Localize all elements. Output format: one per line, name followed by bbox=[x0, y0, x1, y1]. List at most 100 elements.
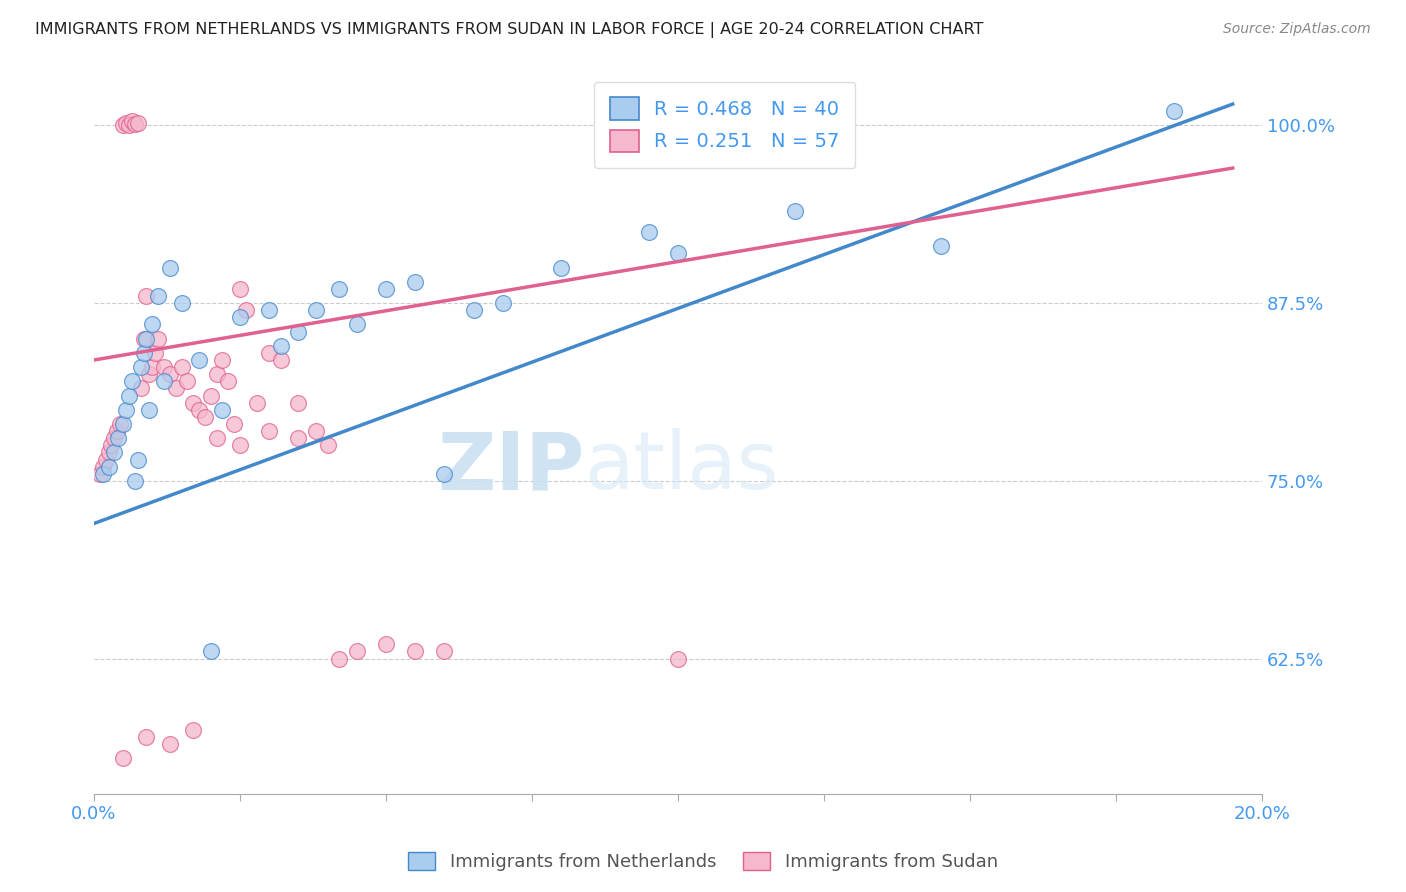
Point bbox=[229, 282, 252, 296]
Point bbox=[121, 114, 143, 128]
Point bbox=[138, 402, 160, 417]
Point bbox=[100, 438, 122, 452]
Point bbox=[91, 467, 114, 481]
Text: Source: ZipAtlas.com: Source: ZipAtlas.com bbox=[1223, 22, 1371, 37]
Point bbox=[112, 417, 135, 431]
Point bbox=[1163, 104, 1185, 119]
Point bbox=[105, 424, 128, 438]
Point bbox=[159, 737, 181, 751]
Point bbox=[132, 332, 155, 346]
Point bbox=[159, 260, 181, 275]
Legend: Immigrants from Netherlands, Immigrants from Sudan: Immigrants from Netherlands, Immigrants … bbox=[401, 845, 1005, 879]
Text: atlas: atlas bbox=[585, 428, 779, 507]
Point bbox=[135, 730, 157, 744]
Point bbox=[222, 417, 245, 431]
Point bbox=[118, 388, 141, 402]
Point bbox=[153, 360, 176, 375]
Point bbox=[143, 346, 166, 360]
Point bbox=[112, 119, 135, 133]
Point bbox=[211, 353, 233, 368]
Point bbox=[374, 282, 396, 296]
Point bbox=[328, 651, 350, 665]
Point bbox=[176, 375, 198, 389]
Point bbox=[229, 310, 252, 325]
Point bbox=[246, 395, 269, 409]
Point bbox=[124, 474, 146, 488]
Point bbox=[550, 260, 572, 275]
Point bbox=[188, 353, 211, 368]
Point bbox=[346, 644, 368, 658]
Point bbox=[135, 289, 157, 303]
Point bbox=[463, 303, 485, 318]
Point bbox=[153, 375, 176, 389]
Point bbox=[637, 225, 659, 239]
Point bbox=[287, 325, 309, 339]
Point bbox=[404, 275, 426, 289]
Point bbox=[257, 303, 280, 318]
Point bbox=[118, 119, 141, 133]
Point bbox=[200, 388, 222, 402]
Point bbox=[666, 651, 689, 665]
Point bbox=[159, 368, 181, 382]
Point bbox=[141, 318, 163, 332]
Point bbox=[404, 644, 426, 658]
Point bbox=[135, 332, 157, 346]
Point bbox=[170, 296, 193, 310]
Point bbox=[141, 360, 163, 375]
Point bbox=[374, 637, 396, 651]
Point bbox=[115, 402, 138, 417]
Point bbox=[229, 438, 252, 452]
Point bbox=[433, 644, 456, 658]
Point bbox=[666, 246, 689, 260]
Point bbox=[115, 115, 138, 129]
Point bbox=[257, 346, 280, 360]
Point bbox=[316, 438, 339, 452]
Point bbox=[94, 452, 117, 467]
Point bbox=[783, 203, 806, 218]
Point bbox=[492, 296, 515, 310]
Point bbox=[188, 402, 211, 417]
Point bbox=[235, 303, 257, 318]
Point bbox=[103, 445, 125, 459]
Point bbox=[146, 332, 169, 346]
Point bbox=[270, 339, 292, 353]
Point bbox=[257, 424, 280, 438]
Point bbox=[132, 346, 155, 360]
Point bbox=[129, 381, 152, 395]
Point bbox=[205, 431, 228, 445]
Point bbox=[97, 459, 120, 474]
Point bbox=[328, 282, 350, 296]
Point bbox=[91, 459, 114, 474]
Point bbox=[205, 368, 228, 382]
Point bbox=[287, 431, 309, 445]
Point bbox=[112, 751, 135, 765]
Point bbox=[108, 417, 131, 431]
Text: ZIP: ZIP bbox=[437, 428, 585, 507]
Point bbox=[107, 431, 129, 445]
Point bbox=[165, 381, 187, 395]
Point bbox=[97, 445, 120, 459]
Point bbox=[129, 360, 152, 375]
Text: IMMIGRANTS FROM NETHERLANDS VS IMMIGRANTS FROM SUDAN IN LABOR FORCE | AGE 20-24 : IMMIGRANTS FROM NETHERLANDS VS IMMIGRANT… bbox=[35, 22, 984, 38]
Point bbox=[124, 117, 146, 131]
Point bbox=[127, 115, 149, 129]
Point bbox=[138, 368, 160, 382]
Point bbox=[270, 353, 292, 368]
Point bbox=[433, 467, 456, 481]
Point bbox=[305, 303, 328, 318]
Point bbox=[305, 424, 328, 438]
Point bbox=[127, 452, 149, 467]
Point bbox=[103, 431, 125, 445]
Point bbox=[346, 318, 368, 332]
Point bbox=[170, 360, 193, 375]
Point bbox=[200, 644, 222, 658]
Point bbox=[121, 375, 143, 389]
Legend: R = 0.468   N = 40, R = 0.251   N = 57: R = 0.468 N = 40, R = 0.251 N = 57 bbox=[595, 82, 855, 168]
Point bbox=[194, 409, 217, 424]
Point bbox=[181, 395, 204, 409]
Point bbox=[181, 723, 204, 737]
Point bbox=[211, 402, 233, 417]
Point bbox=[89, 467, 111, 481]
Point bbox=[146, 289, 169, 303]
Point bbox=[287, 395, 309, 409]
